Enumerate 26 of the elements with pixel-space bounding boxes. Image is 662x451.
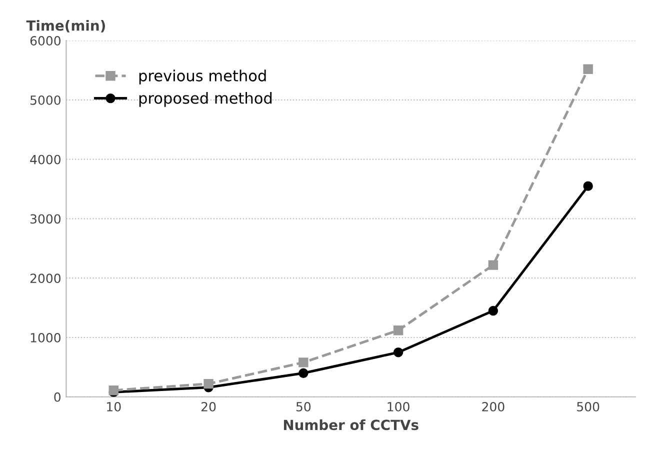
- point: [583, 181, 593, 191]
- y-tick-label: 2000: [30, 274, 61, 284]
- y-axis-title: Time(min): [26, 20, 105, 32]
- x-tick-label: 500: [577, 402, 600, 412]
- point: [488, 306, 498, 316]
- y-tick-label: 1000: [30, 332, 61, 342]
- y-tick-label: 3000: [30, 214, 61, 224]
- point: [488, 260, 498, 270]
- y-tick-label: 4000: [30, 154, 61, 164]
- y-tick-label: 6000: [30, 36, 61, 46]
- point: [393, 326, 404, 336]
- point: [204, 378, 214, 389]
- point: [298, 358, 308, 368]
- x-tick-label: 20: [201, 402, 216, 412]
- x-axis-title: Number of CCTVs: [284, 419, 418, 430]
- legend-label: previous method: [139, 70, 266, 84]
- point: [393, 347, 404, 358]
- y-tick-label: 0: [54, 392, 61, 402]
- x-tick-label: 100: [388, 402, 410, 412]
- y-tick-label: 5000: [30, 95, 61, 105]
- x-tick-label: 200: [482, 402, 504, 412]
- point: [583, 64, 593, 74]
- point: [298, 368, 308, 378]
- x-tick-label: 10: [107, 402, 121, 412]
- x-tick-label: 50: [296, 402, 311, 412]
- legend-label: proposed method: [139, 92, 272, 107]
